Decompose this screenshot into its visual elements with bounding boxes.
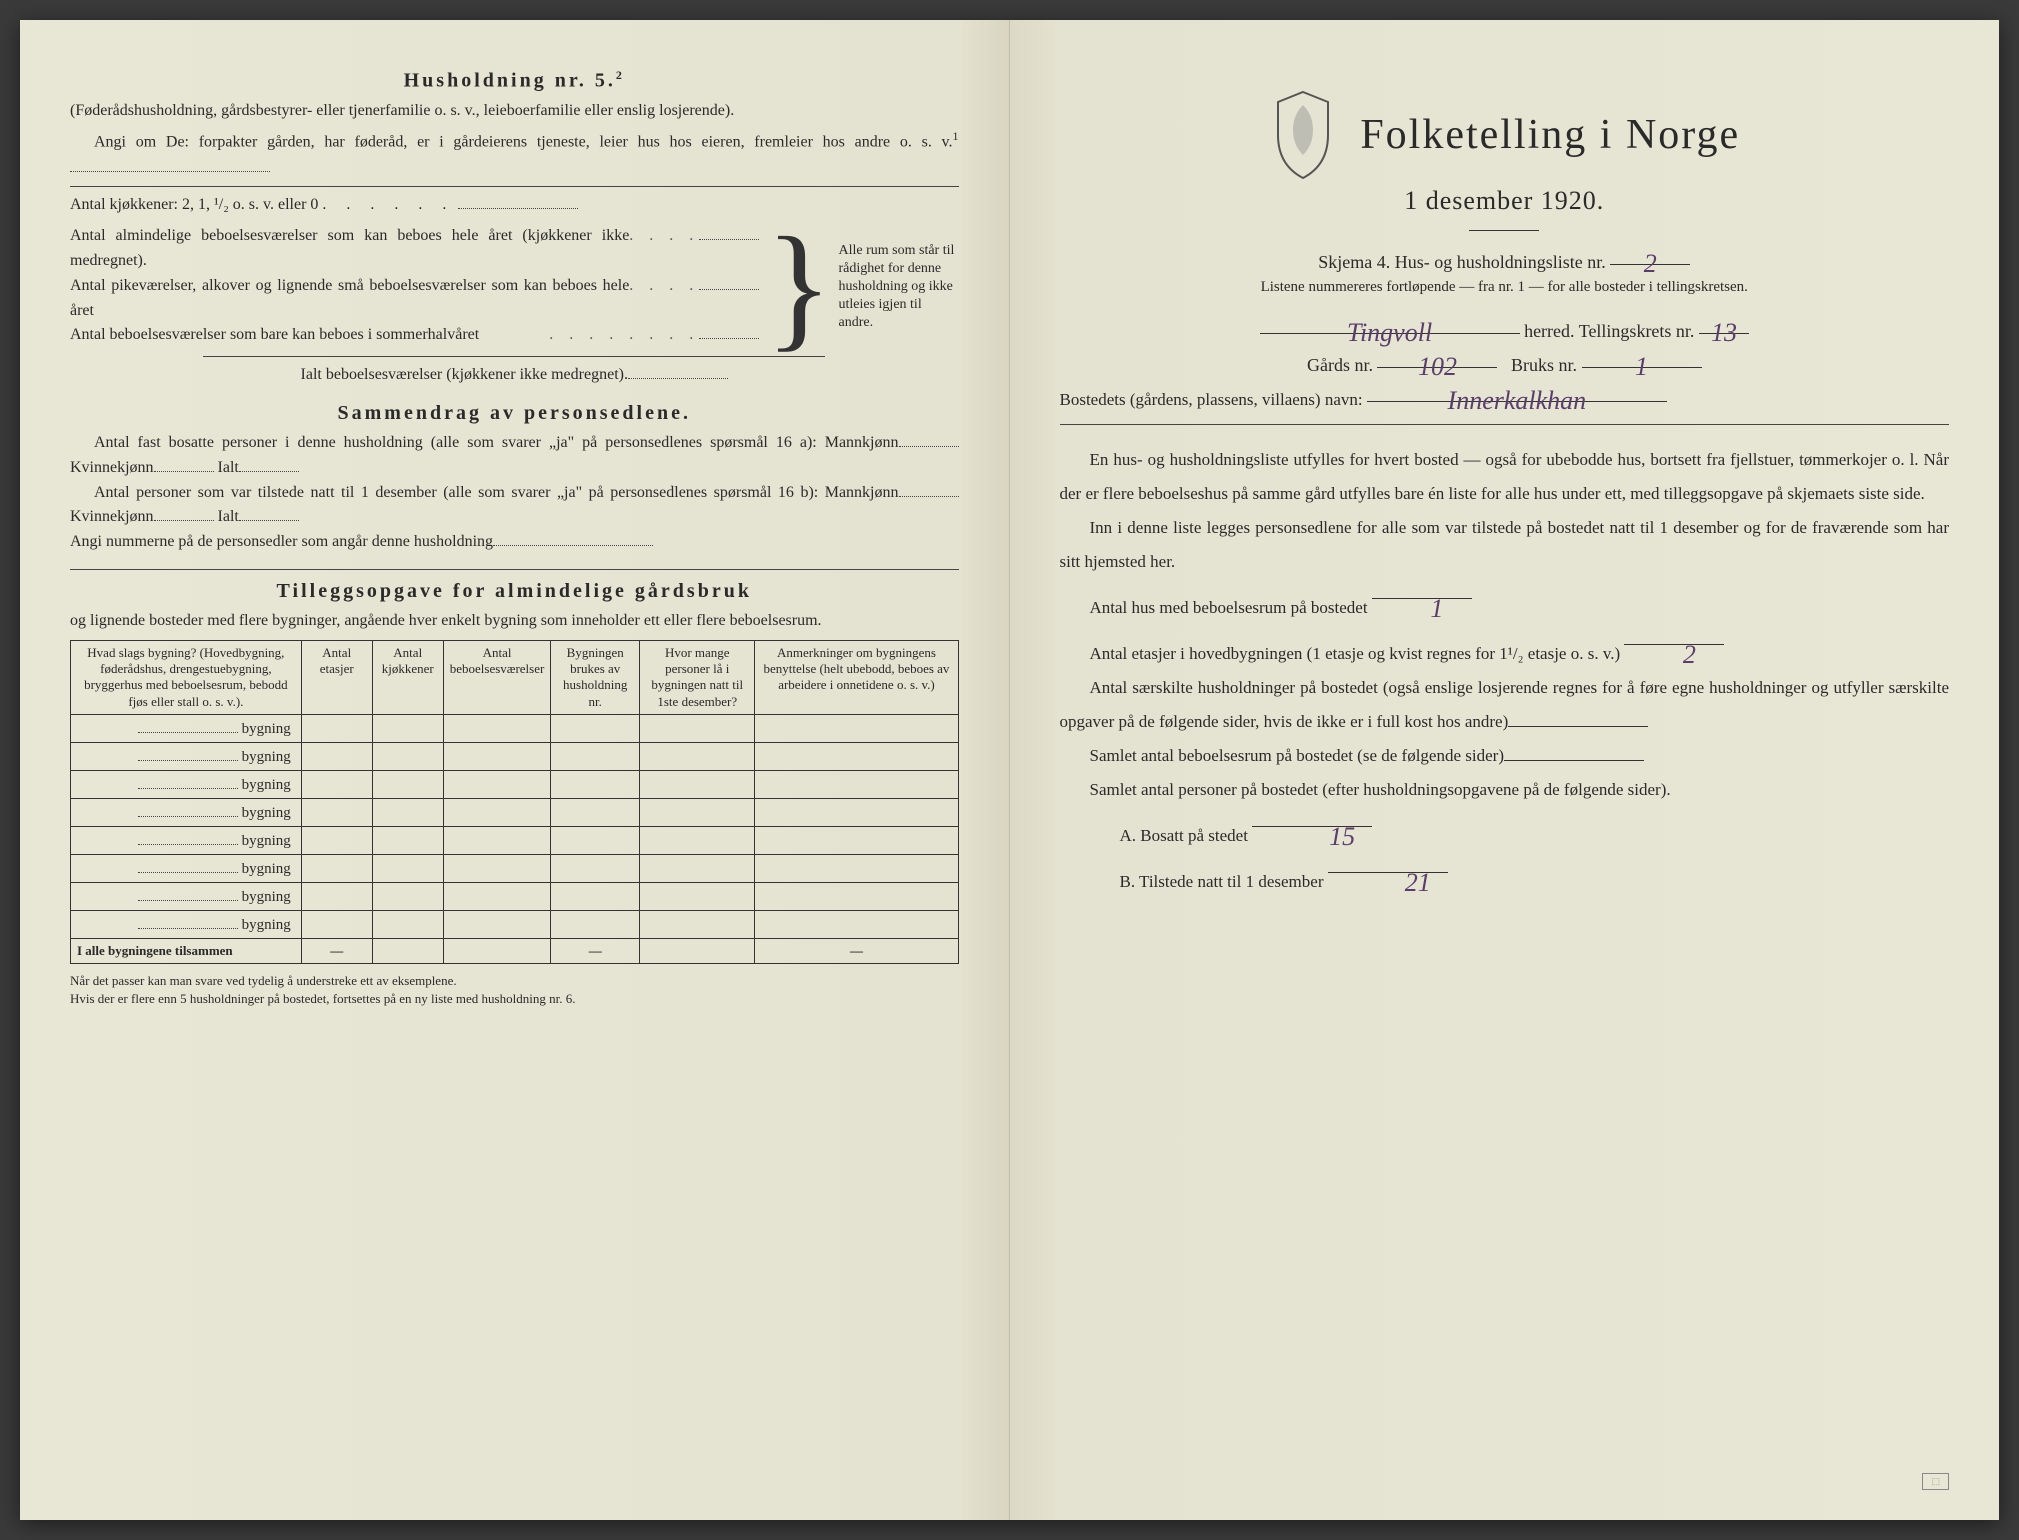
herred-line: Tingvoll herred. Tellingskrets nr. 13 <box>1060 314 1950 342</box>
husholdning5-title: Husholdning nr. 5.2 <box>70 68 959 93</box>
th-1: Hvad slags bygning? (Hovedbygning, føder… <box>71 640 302 714</box>
antal-hus-value: 1 <box>1430 594 1443 623</box>
samlet-pers-line: Samlet antal personer på bostedet (efter… <box>1060 773 1950 807</box>
sammendrag-p1: Antal fast bosatte personer i denne hush… <box>70 431 959 481</box>
subtitle: 1 desember 1920. <box>1060 186 1950 216</box>
document-spread: Husholdning nr. 5.2 (Føderådshusholdning… <box>20 20 1999 1520</box>
th-2: Antal etasjer <box>301 640 372 714</box>
brace-block: Antal almindelige beboelsesværelser som … <box>70 224 959 350</box>
brace-row-1: Antal almindelige beboelsesværelser som … <box>70 224 629 274</box>
brace-row-3: Antal beboelsesværelser som bare kan beb… <box>70 323 549 348</box>
krets-value: 13 <box>1711 318 1737 347</box>
antal-etasjer-value: 2 <box>1683 640 1696 669</box>
main-title: Folketelling i Norge <box>1360 111 1740 159</box>
herred-value: Tingvoll <box>1347 318 1432 347</box>
sammendrag-p2: Antal personer som var tilstede natt til… <box>70 481 959 531</box>
table-row: bygning <box>71 714 959 742</box>
tillegg-title: Tilleggsopgave for almindelige gårdsbruk <box>70 580 959 603</box>
ialt-line: Ialt beboelsesværelser (kjøkkener ikke m… <box>70 363 959 388</box>
sammendrag-nummer: Angi nummerne på de personsedler som ang… <box>70 530 959 555</box>
table-row: bygning <box>71 770 959 798</box>
left-page: Husholdning nr. 5.2 (Føderådshusholdning… <box>20 20 1010 1520</box>
th-6: Hvor mange personer lå i bygningen natt … <box>640 640 755 714</box>
table-row: bygning <box>71 742 959 770</box>
a-line: A. Bosatt på stedet 15 <box>1060 807 1950 853</box>
table-row: bygning <box>71 910 959 938</box>
listene-note: Listene nummereres fortløpende — fra nr.… <box>1060 279 1950 296</box>
saerskilte-line: Antal særskilte husholdninger på bostede… <box>1060 671 1950 739</box>
para2: Inn i denne liste legges personsedlene f… <box>1060 511 1950 579</box>
b-line: B. Tilstede natt til 1 desember 21 <box>1060 853 1950 899</box>
gards-value: 102 <box>1418 352 1457 381</box>
skjema-value: 2 <box>1644 249 1657 278</box>
brace-note: Alle rum som står til rådighet for denne… <box>839 224 959 350</box>
th-4: Antal beboelsesværelser <box>443 640 551 714</box>
samlet-rum-line: Samlet antal beboelsesrum på bostedet (s… <box>1060 739 1950 773</box>
coat-of-arms-icon <box>1268 90 1338 180</box>
header: Folketelling i Norge 1 desember 1920. Sk… <box>1060 90 1950 296</box>
th-5: Bygningen brukes av husholdning nr. <box>551 640 640 714</box>
footnote: Når det passer kan man svare ved tydelig… <box>70 972 959 1008</box>
table-header-row: Hvad slags bygning? (Hovedbygning, føder… <box>71 640 959 714</box>
printer-stamp: ⬚ <box>1922 1473 1949 1490</box>
bosted-value: Innerkalkhan <box>1448 386 1587 415</box>
sammendrag-title: Sammendrag av personsedlene. <box>70 402 959 425</box>
bygning-table: Hvad slags bygning? (Hovedbygning, føder… <box>70 640 959 964</box>
antal-etasjer-line: Antal etasjer i hovedbygningen (1 etasje… <box>1060 625 1950 671</box>
angi-om-line: Angi om De: forpakter gården, har føderå… <box>70 127 959 180</box>
curly-brace: } <box>759 224 838 350</box>
b-value: 21 <box>1405 868 1431 897</box>
right-page: Folketelling i Norge 1 desember 1920. Sk… <box>1010 20 2000 1520</box>
table-row: bygning <box>71 854 959 882</box>
antal-hus-line: Antal hus med beboelsesrum på bostedet 1 <box>1060 579 1950 625</box>
tillegg-sub: og lignende bosteder med flere bygninger… <box>70 609 959 634</box>
table-row: bygning <box>71 826 959 854</box>
bruks-value: 1 <box>1635 352 1648 381</box>
husholdning5-subtitle: (Føderådshusholdning, gårdsbestyrer- ell… <box>70 99 959 124</box>
gards-line: Gårds nr. 102 Bruks nr. 1 <box>1060 348 1950 376</box>
brace-row-2: Antal pikeværelser, alkover og lignende … <box>70 274 629 324</box>
skjema-line: Skjema 4. Hus- og husholdningsliste nr. … <box>1060 245 1950 273</box>
a-value: 15 <box>1329 822 1355 851</box>
table-sum-row: I alle bygningene tilsammen ——— <box>71 938 959 963</box>
sum-label: I alle bygningene tilsammen <box>71 938 302 963</box>
th-3: Antal kjøkkener <box>372 640 443 714</box>
table-row: bygning <box>71 882 959 910</box>
table-row: bygning <box>71 798 959 826</box>
bosted-line: Bostedets (gårdens, plassens, villaens) … <box>1060 382 1950 410</box>
para1: En hus- og husholdningsliste utfylles fo… <box>1060 443 1950 511</box>
th-7: Anmerkninger om bygningens benyttelse (h… <box>755 640 958 714</box>
